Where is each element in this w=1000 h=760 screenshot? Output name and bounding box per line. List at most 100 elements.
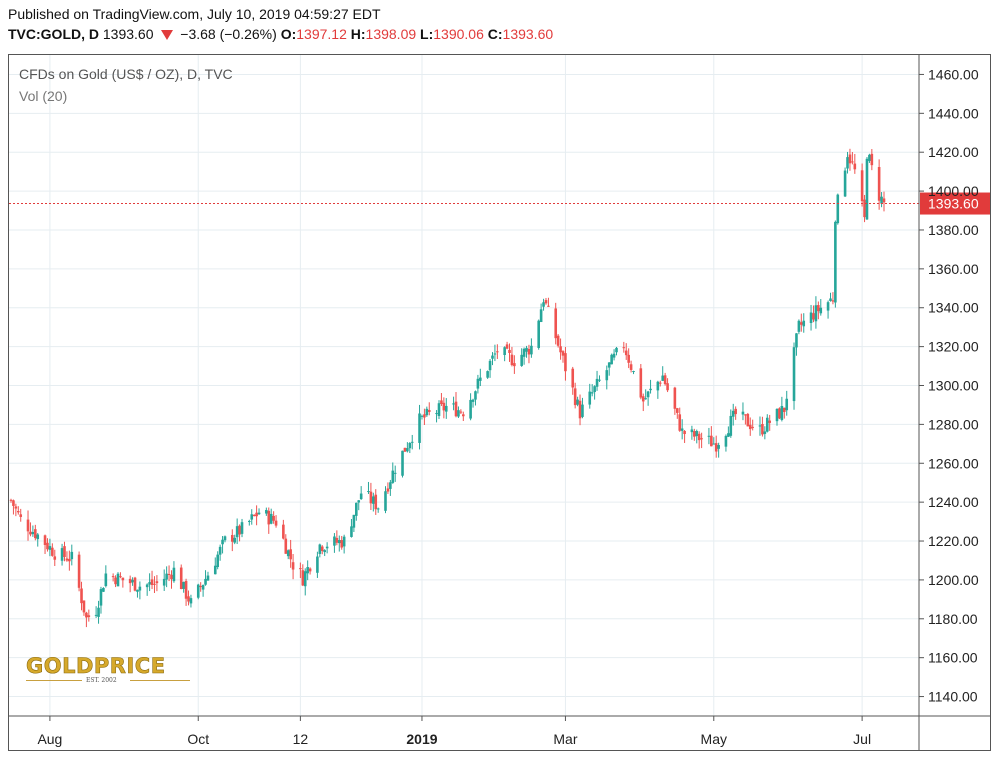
candle-body xyxy=(213,565,217,575)
candle-body xyxy=(230,535,234,542)
open-value: 1397.12 xyxy=(296,26,347,42)
candle-body xyxy=(442,402,446,411)
candle-body xyxy=(778,408,781,419)
candle-body xyxy=(248,520,251,522)
candle-body xyxy=(605,370,609,381)
candle-body xyxy=(31,532,35,535)
candle-body xyxy=(780,405,784,420)
close-label: C: xyxy=(487,26,503,42)
candle-body xyxy=(165,573,168,580)
candle-body xyxy=(284,538,288,554)
candle-body xyxy=(26,519,30,532)
candle-body xyxy=(666,383,669,391)
candle-body xyxy=(355,502,358,516)
candle-body xyxy=(128,578,132,584)
candle-body xyxy=(656,381,660,391)
candle-body xyxy=(204,578,207,585)
candle-body xyxy=(522,348,526,357)
candle-body xyxy=(882,198,886,203)
candle-body xyxy=(714,443,718,452)
candle-body xyxy=(782,407,786,413)
candle-body xyxy=(479,377,482,381)
candle-body xyxy=(318,544,322,554)
candle-body xyxy=(51,547,54,556)
candle-body xyxy=(337,540,341,544)
candle-body xyxy=(469,399,472,419)
candle-body xyxy=(48,546,52,550)
candle-body xyxy=(581,404,584,417)
candle-body xyxy=(77,554,81,588)
candle-body xyxy=(496,351,499,353)
candle-body xyxy=(34,529,37,539)
candle-body xyxy=(43,535,47,546)
candle-body xyxy=(843,170,847,197)
candle-body xyxy=(831,300,835,302)
candle-body xyxy=(167,573,171,575)
candle-body xyxy=(571,368,575,388)
candle-body xyxy=(255,512,258,517)
candle-body xyxy=(622,347,626,349)
candle-body xyxy=(250,514,254,520)
x-tick-label: 12 xyxy=(293,731,309,747)
candle-body xyxy=(588,391,592,405)
candle-body xyxy=(486,371,489,378)
candle-body xyxy=(462,414,465,417)
down-arrow-icon xyxy=(161,30,174,40)
candle-body xyxy=(593,386,596,393)
candle-body xyxy=(710,435,713,447)
candle-body xyxy=(184,581,188,599)
candle-body xyxy=(639,368,643,398)
candle-body xyxy=(145,584,149,588)
candle-body xyxy=(573,388,577,406)
candle-body xyxy=(610,354,613,365)
candle-body xyxy=(559,346,562,353)
y-tick-label: 1280.00 xyxy=(928,416,979,432)
grid-lines xyxy=(9,55,919,716)
current-price-label: 1393.60 xyxy=(928,196,979,212)
candle-body xyxy=(819,307,823,314)
x-tick-label: 2019 xyxy=(406,731,437,747)
candle-body xyxy=(809,312,813,324)
candle-body xyxy=(578,400,582,419)
candle-body xyxy=(286,550,290,557)
candle-body xyxy=(342,536,346,547)
low-label: L: xyxy=(420,26,434,42)
y-tick-label: 1200.00 xyxy=(928,572,979,588)
candle-body xyxy=(427,410,431,412)
candle-body xyxy=(299,568,302,570)
candle-body xyxy=(131,579,134,583)
candle-body xyxy=(162,578,166,586)
candle-body xyxy=(199,586,202,588)
candle-body xyxy=(493,353,497,355)
candle-body xyxy=(116,573,120,587)
candle-body xyxy=(150,579,154,586)
candle-body xyxy=(627,354,630,363)
logo-rule-right xyxy=(130,680,190,681)
candle-body xyxy=(707,435,711,437)
candle-body xyxy=(505,344,509,349)
candle-body xyxy=(734,408,737,415)
candle-body xyxy=(476,378,480,389)
candle-body xyxy=(444,405,448,412)
candle-body xyxy=(527,348,531,355)
candle-body xyxy=(267,510,271,525)
candle-body xyxy=(700,438,703,440)
candle-body xyxy=(826,302,830,311)
candle-body xyxy=(683,431,686,435)
candle-body xyxy=(238,525,241,535)
y-tick-label: 1260.00 xyxy=(928,455,979,471)
logo-rule-left xyxy=(26,680,82,681)
y-tick-label: 1140.00 xyxy=(928,689,978,705)
candle-body xyxy=(403,447,407,452)
candle-body xyxy=(676,408,679,413)
candle-body xyxy=(369,491,373,504)
candle-body xyxy=(746,413,750,427)
candle-body xyxy=(372,496,375,504)
candle-body xyxy=(731,410,735,417)
candle-body xyxy=(114,577,117,585)
candle-body xyxy=(471,399,475,402)
candles xyxy=(9,148,886,628)
candle-body xyxy=(693,431,696,437)
candle-body xyxy=(138,586,142,591)
